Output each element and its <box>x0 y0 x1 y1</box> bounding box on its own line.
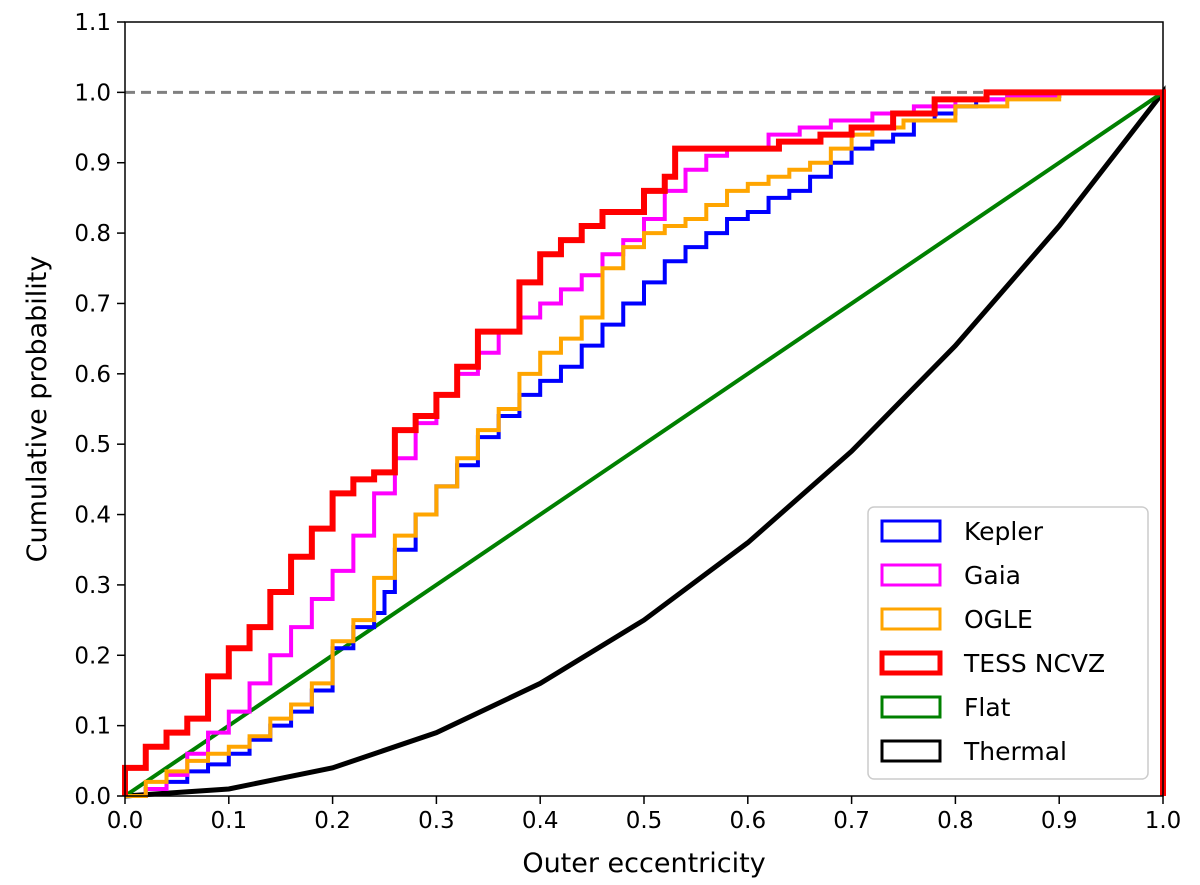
legend-swatch-kepler <box>880 519 942 543</box>
y-tick-label: 1.1 <box>74 10 111 36</box>
y-tick-label: 0.1 <box>74 714 111 740</box>
legend-label: TESS NCVZ <box>963 649 1105 678</box>
series-flat <box>123 90 1165 798</box>
legend-swatch-thermal <box>880 739 942 763</box>
y-axis-title: Cumulative probability <box>22 256 53 563</box>
legend-label: OGLE <box>964 605 1033 634</box>
y-tick-label: 0.2 <box>74 643 111 669</box>
legend-swatch-tess-ncvz <box>879 650 943 676</box>
legend-swatch-ogle <box>880 607 942 631</box>
series-thermal <box>124 85 1166 799</box>
series-kepler <box>125 90 1165 798</box>
y-tick-label: 0.5 <box>74 432 111 458</box>
legend-label: Flat <box>964 693 1011 722</box>
x-tick-label: 0.9 <box>1041 808 1078 834</box>
series-ogle <box>125 90 1165 798</box>
series-gaia <box>125 90 1165 798</box>
x-tick-label: 0.6 <box>730 808 767 834</box>
y-tick-label: 0.7 <box>74 291 111 317</box>
x-tick-label: 0.8 <box>937 808 974 834</box>
x-tick-label: 0.0 <box>107 808 144 834</box>
y-tick-label: 0.8 <box>74 221 111 247</box>
legend-swatch-gaia <box>880 563 942 587</box>
x-tick-label: 0.3 <box>418 808 455 834</box>
x-tick-label: 0.2 <box>314 808 351 834</box>
x-tick-label: 1.0 <box>1145 808 1182 834</box>
legend: Kepler Gaia OGLE TESS NCVZ Flat Thermal <box>867 506 1149 780</box>
x-tick-label: 0.7 <box>833 808 870 834</box>
y-tick-label: 0.4 <box>74 503 111 529</box>
y-tick-label: 0.9 <box>74 151 111 177</box>
series-tess-ncvz <box>122 89 1166 796</box>
legend-box <box>867 506 1149 780</box>
y-tick-label: 1.0 <box>74 80 111 106</box>
legend-label: Kepler <box>964 517 1044 546</box>
x-tick-label: 0.4 <box>522 808 559 834</box>
y-tick-label: 0.0 <box>74 784 111 810</box>
legend-label: Thermal <box>963 737 1067 766</box>
x-axis-title: Outer eccentricity <box>522 848 765 879</box>
legend-label: Gaia <box>964 561 1021 590</box>
x-tick-label: 0.1 <box>211 808 248 834</box>
y-tick-label: 0.3 <box>74 573 111 599</box>
x-tick-label: 0.5 <box>626 808 663 834</box>
legend-swatch-flat <box>880 695 942 719</box>
y-tick-label: 0.6 <box>74 362 111 388</box>
